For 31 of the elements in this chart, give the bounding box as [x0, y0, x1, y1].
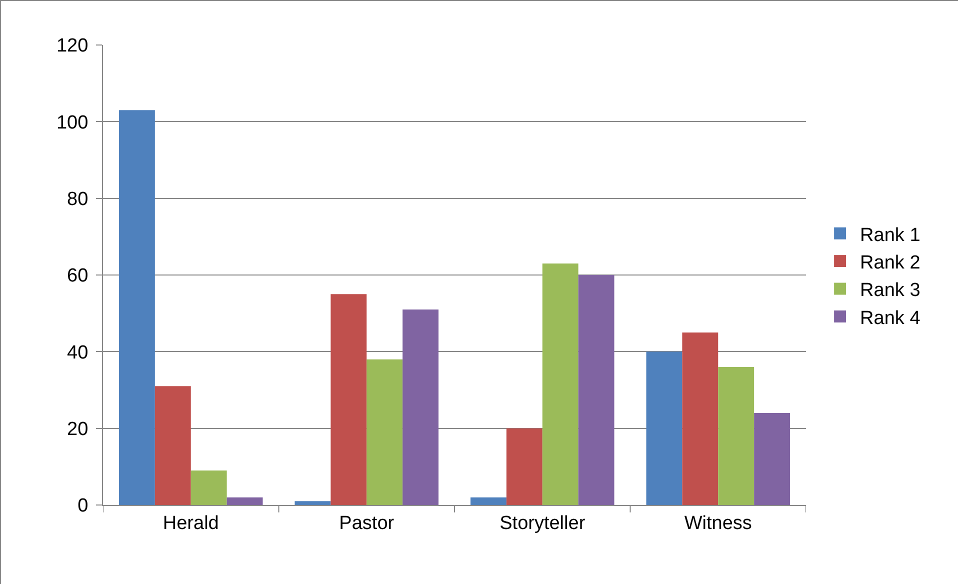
bar	[402, 310, 439, 505]
legend-label: Rank 1	[860, 224, 920, 246]
y-tick-label: 40	[67, 342, 88, 364]
legend-label: Rank 2	[860, 252, 920, 274]
y-tick-label: 80	[67, 188, 88, 210]
y-tick-label: 100	[56, 112, 88, 134]
bar	[118, 110, 155, 505]
y-tick-label: 20	[67, 418, 88, 440]
bar	[226, 497, 263, 505]
x-tick-label: Herald	[162, 512, 219, 534]
bar	[578, 275, 614, 505]
bar	[682, 332, 718, 505]
x-tick-label: Pastor	[339, 512, 395, 534]
bar	[506, 428, 542, 505]
bar	[754, 413, 790, 505]
y-tick-label: 0	[78, 496, 88, 517]
bar	[542, 264, 578, 505]
bar	[154, 386, 191, 505]
x-tick-label: Witness	[684, 512, 752, 534]
legend-label: Rank 3	[860, 280, 920, 302]
bar	[190, 470, 227, 505]
bar	[366, 359, 403, 505]
y-tick-label: 60	[67, 266, 88, 287]
bar	[294, 501, 331, 505]
x-tick-label: Storyteller	[500, 512, 586, 534]
legend-label: Rank 4	[860, 308, 921, 329]
bar	[718, 367, 754, 505]
bar	[470, 497, 506, 505]
y-tick-label: 120	[56, 36, 88, 57]
bar	[330, 294, 367, 505]
bar	[646, 352, 682, 505]
